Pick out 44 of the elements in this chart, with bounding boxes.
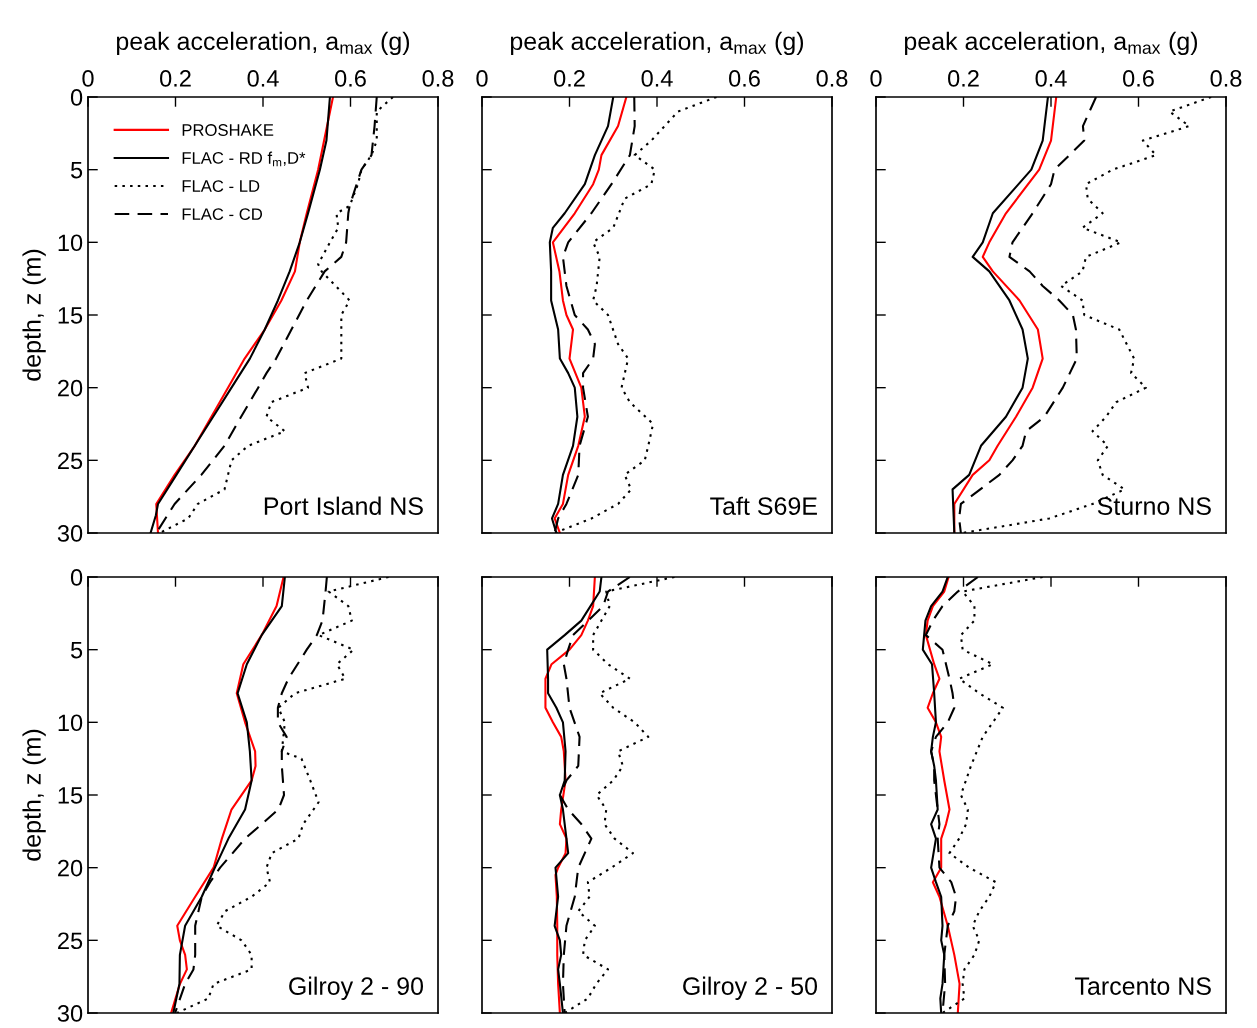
x-tick-label: 0.4 xyxy=(641,70,673,87)
x-tick-label: 0.8 xyxy=(1210,70,1242,87)
y-axis-title: depth, z (m) xyxy=(22,729,46,861)
annotation: Port Island NS xyxy=(264,496,423,515)
y-tick-label: 5 xyxy=(70,641,83,659)
y-tick-label: 30 xyxy=(57,525,83,542)
y-tick-label: 10 xyxy=(58,234,83,252)
y-axis-title: depth, z (m) xyxy=(22,249,46,381)
x-tick-label: 0.6 xyxy=(729,70,760,87)
annotation: Tarcento NS xyxy=(1075,977,1211,995)
x-tick-label: 0.8 xyxy=(816,70,848,87)
x-tick-label: 0.6 xyxy=(335,70,366,87)
y-tick-label: 0 xyxy=(70,89,83,106)
y-tick-label: 20 xyxy=(58,859,83,877)
y-tick-label: 5 xyxy=(70,161,83,179)
annotation: Taft S69E xyxy=(710,496,817,515)
y-tick-label: 10 xyxy=(58,714,83,732)
y-tick-label: 15 xyxy=(58,307,83,324)
y-tick-label: 15 xyxy=(58,787,83,804)
legend-label: FLAC - CD xyxy=(182,208,263,221)
annotation: Gilroy 2 - 90 xyxy=(289,976,424,1000)
x-tick-label: 0.4 xyxy=(247,70,279,87)
annotation: Sturno NS xyxy=(1097,497,1211,515)
y-tick-label: 20 xyxy=(58,379,83,397)
x-axis-title: peak acceleration, a$_{max}$ (g) xyxy=(510,31,804,56)
x-tick-label: 0 xyxy=(82,70,94,87)
x-axis-title: peak acceleration, a$_{max}$ (g) xyxy=(904,31,1198,56)
x-tick-label: 0.2 xyxy=(948,70,979,87)
y-tick-label: 0 xyxy=(70,569,83,586)
annotation: Gilroy 2 - 50 xyxy=(683,976,818,1000)
x-axis-title: peak acceleration, a$_{max}$ (g) xyxy=(116,31,410,56)
y-tick-label: 25 xyxy=(58,932,83,950)
legend-label: PROSHAKE xyxy=(182,124,274,136)
x-tick-label: 0.2 xyxy=(554,70,585,87)
x-tick-label: 0.2 xyxy=(160,70,191,87)
legend-label: FLAC - RD f$_{m}$,D* xyxy=(182,151,306,167)
x-tick-label: 0.6 xyxy=(1123,70,1154,87)
x-tick-label: 0.4 xyxy=(1035,70,1067,87)
y-tick-label: 25 xyxy=(58,452,83,470)
x-tick-label: 0.8 xyxy=(422,70,454,87)
legend-label: FLAC - LD xyxy=(182,180,260,192)
x-tick-label: 0 xyxy=(476,70,488,87)
y-tick-label: 30 xyxy=(57,1005,83,1022)
x-tick-label: 0 xyxy=(870,70,882,87)
